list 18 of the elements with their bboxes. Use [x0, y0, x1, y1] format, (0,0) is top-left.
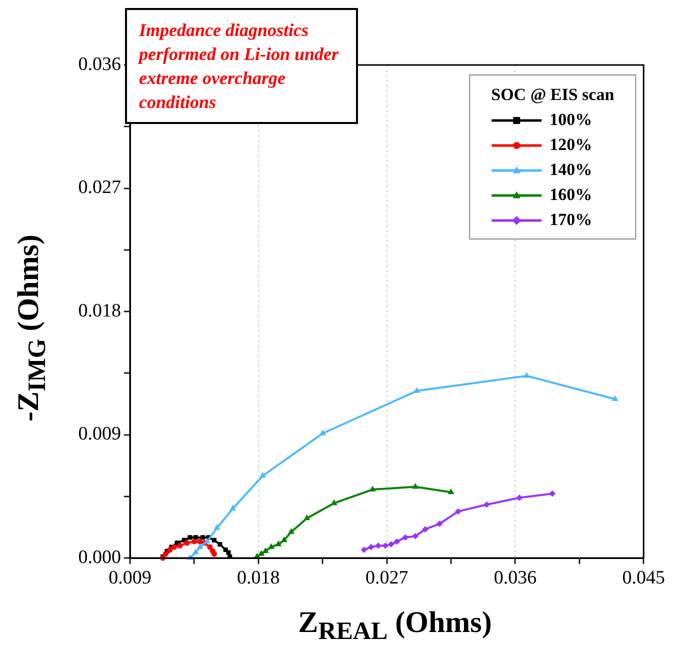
x-tick-label: 0.045	[622, 567, 665, 588]
y-tick-label: 0.009	[78, 424, 121, 445]
legend-label: 140%	[550, 160, 592, 179]
legend-label: 170%	[550, 210, 592, 229]
x-tick-label: 0.009	[108, 567, 152, 588]
legend-label: 120%	[550, 134, 592, 154]
legend-title: SOC @ EIS scan	[491, 84, 615, 104]
x-tick-label: 0.018	[237, 567, 280, 588]
annotation: Impedance diagnostics performed on Li-ion under extreme overcharge conditions	[125, 8, 358, 124]
x-tick-label: 0.027	[365, 567, 408, 588]
y-tick-label: 0.018	[78, 300, 121, 322]
legend-label: 160%	[550, 184, 592, 204]
y-tick-label: 0.036	[78, 54, 121, 75]
y-tick-label: 0.000	[78, 546, 121, 568]
x-tick-label: 0.036	[494, 567, 537, 588]
y-tick-label: 0.027	[78, 177, 121, 198]
legend-label: 100%	[550, 110, 592, 129]
x-axis-title: Z$_{REAL}$ (Ohms)	[297, 606, 493, 646]
